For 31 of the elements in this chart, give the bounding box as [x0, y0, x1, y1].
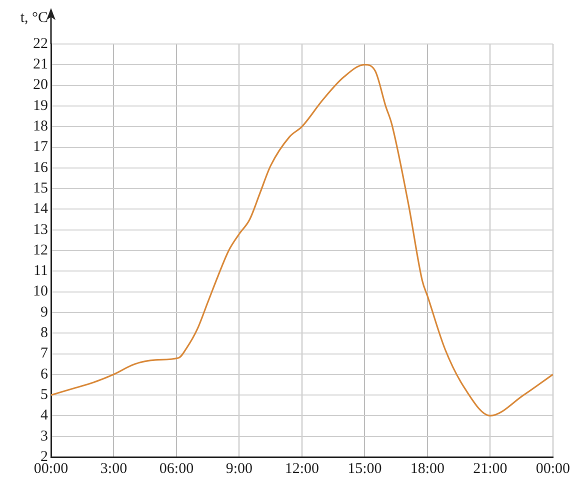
y-tick-label: 8	[40, 325, 48, 342]
y-tick-label: 4	[40, 408, 48, 424]
y-tick-label: 7	[40, 346, 48, 362]
y-tick-label: 21	[33, 56, 48, 73]
x-tick-label: 00:00	[34, 460, 68, 477]
x-tick-label: 21:00	[473, 460, 508, 477]
x-tick-label: 15:00	[348, 460, 382, 477]
y-tick-label: 3	[40, 428, 48, 444]
y-tick-label: 19	[33, 98, 48, 114]
y-tick-label: 15	[33, 180, 48, 196]
x-tick-label: 06:00	[159, 460, 194, 477]
y-tick-label: 6	[40, 366, 48, 382]
x-tick-label: 18:00	[410, 460, 445, 477]
y-tick-label: 18	[33, 118, 48, 135]
line-series	[51, 64, 553, 416]
y-tick-label: 12	[33, 242, 48, 258]
y-tick-label: 22	[33, 36, 48, 52]
y-tick-label: 13	[33, 222, 48, 238]
y-tick-label: 17	[33, 139, 48, 156]
x-tick-label: 00:00	[536, 460, 570, 477]
y-tick-label: 9	[40, 304, 48, 320]
y-tick-label: 20	[33, 77, 48, 94]
y-tick-label: 11	[34, 263, 48, 280]
y-axis-title: t, °C	[20, 10, 48, 26]
y-tick-label: 16	[33, 160, 48, 176]
x-tick-label: 3:00	[100, 460, 128, 477]
y-tick-label: 5	[40, 386, 48, 403]
x-tick-label: 9:00	[226, 460, 253, 477]
x-tick-label: 12:00	[284, 460, 320, 477]
y-tick-label: 14	[33, 201, 48, 218]
y-tick-label: 10	[33, 284, 48, 300]
